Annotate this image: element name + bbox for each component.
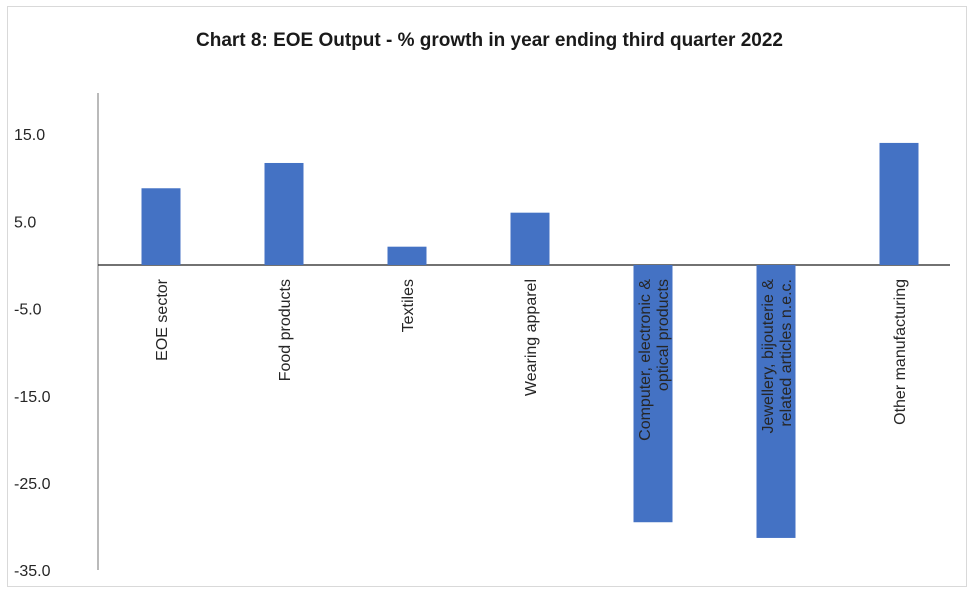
bar bbox=[141, 188, 181, 265]
y-tick-label: -35.0 bbox=[14, 563, 51, 580]
y-tick-label: -5.0 bbox=[14, 302, 42, 319]
category-label-line: Food products bbox=[277, 279, 294, 381]
category-label: Computer, electronic & optical products bbox=[637, 279, 672, 441]
category-label: Jewellery, bijouterie & related articles … bbox=[760, 279, 795, 434]
y-tick-label: 5.0 bbox=[14, 214, 36, 231]
bar bbox=[510, 212, 550, 265]
label-layer: 15.0 5.0 -5.0 -15.0 -25.0 -35.0 EOE sector Food… bbox=[14, 127, 909, 580]
category-label: Textiles bbox=[400, 279, 417, 332]
category-label-line: related articles n.e.c. bbox=[778, 279, 795, 427]
bar bbox=[264, 162, 304, 265]
category-label-line: EOE sector bbox=[154, 278, 171, 360]
bar bbox=[387, 246, 427, 265]
category-label-line: Wearing apparel bbox=[523, 279, 540, 396]
category-label-line: Textiles bbox=[400, 279, 417, 332]
category-label-line: optical products bbox=[655, 279, 672, 391]
chart-title: Chart 8: EOE Output - % growth in year e… bbox=[196, 30, 783, 51]
bar bbox=[633, 265, 673, 523]
y-tick-label: 15.0 bbox=[14, 127, 45, 144]
category-label-line: Other manufacturing bbox=[892, 279, 909, 425]
category-label-line: Jewellery, bijouterie & bbox=[760, 279, 777, 434]
category-label: Wearing apparel bbox=[523, 279, 540, 396]
y-tick-label: -25.0 bbox=[14, 476, 51, 493]
y-tick-label: -15.0 bbox=[14, 389, 51, 406]
category-label: Food products bbox=[277, 279, 294, 381]
bar-layer bbox=[141, 142, 919, 538]
chart-frame bbox=[7, 6, 967, 587]
bar bbox=[879, 142, 919, 265]
bar bbox=[756, 265, 796, 538]
category-label: EOE sector bbox=[154, 278, 171, 360]
category-label: Other manufacturing bbox=[892, 279, 909, 425]
category-label-line: Computer, electronic & bbox=[637, 279, 654, 441]
